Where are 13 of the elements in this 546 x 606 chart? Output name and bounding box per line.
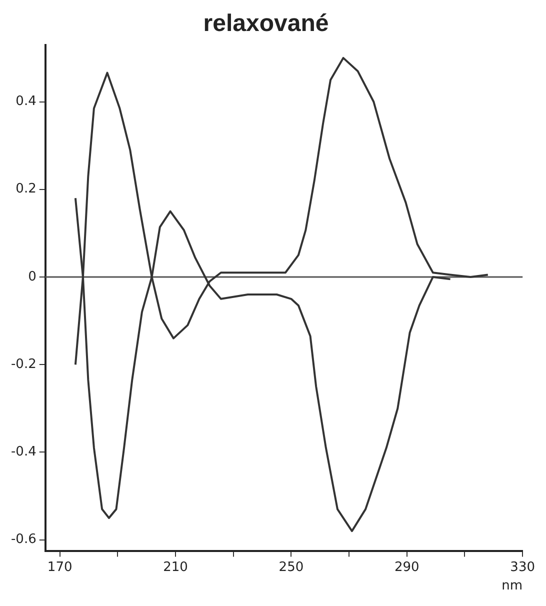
x-axis-title: nm <box>502 578 523 594</box>
x-tick-label: 290 <box>394 560 420 575</box>
y-tick-label: 0 <box>28 269 36 284</box>
y-tick-label: 0.4 <box>16 94 36 110</box>
y-tick-label: 0.2 <box>16 182 36 197</box>
y-tick-label: -0.2 <box>10 356 36 372</box>
y-tick-label: -0.4 <box>10 444 36 460</box>
chart-title: relaxované <box>203 10 329 38</box>
y-tick-label: -0.6 <box>10 532 36 548</box>
x-tick-label: 210 <box>163 560 188 575</box>
x-tick-label: 330 <box>510 560 536 575</box>
x-tick-label: 170 <box>47 560 72 575</box>
x-tick-label: 250 <box>278 560 304 575</box>
